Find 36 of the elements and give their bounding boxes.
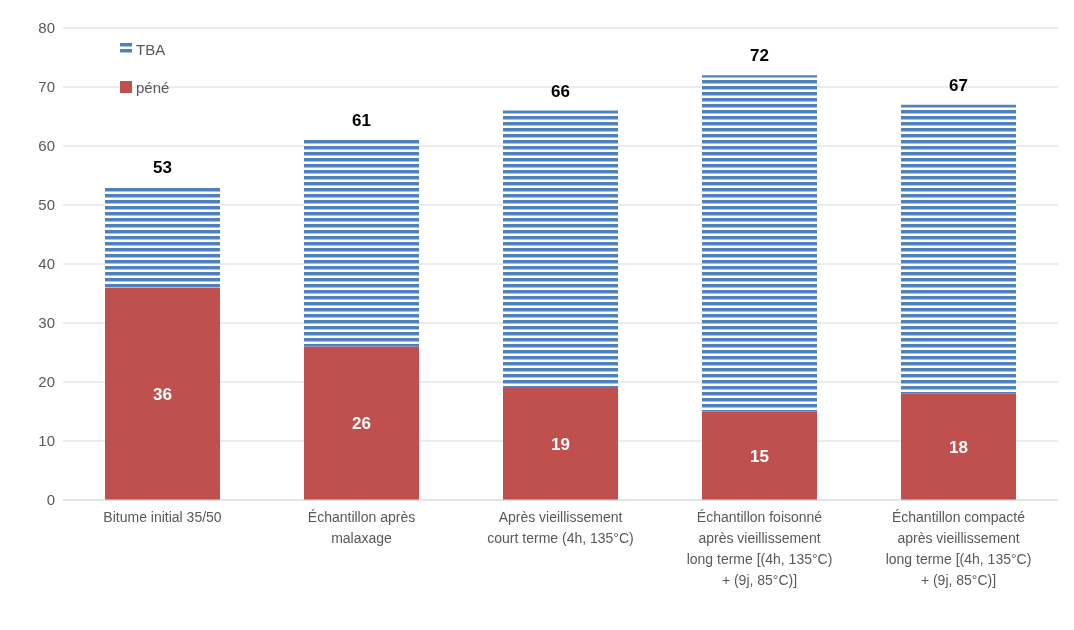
y-tick-label: 80	[38, 19, 55, 37]
y-tick-label: 70	[38, 78, 55, 96]
y-tick-label: 0	[46, 491, 55, 509]
y-tick-label: 40	[38, 255, 55, 273]
total-label: 53	[153, 158, 172, 178]
bar	[503, 387, 618, 500]
data-label: 18	[949, 437, 968, 457]
bar	[105, 187, 220, 288]
legend-label: TBA	[136, 40, 166, 58]
bar	[503, 110, 618, 388]
total-label: 72	[750, 46, 769, 66]
x-tick-label: Échantillon compacté après vieillissement long terme [(4h, 135°C) + (9j, 85°C)]	[885, 509, 1032, 588]
bar	[304, 140, 419, 347]
y-tick-label: 10	[38, 432, 55, 450]
x-tick-label: Bitume initial 35/50	[103, 509, 222, 525]
x-tick-label: Après vieillissement court terme (4h, 135°C)	[487, 509, 634, 546]
data-label: 26	[352, 414, 371, 434]
bar	[702, 411, 817, 500]
data-label: 19	[551, 434, 570, 454]
total-label: 67	[949, 75, 968, 95]
total-label: 61	[352, 111, 371, 131]
y-tick-label: 30	[38, 314, 55, 332]
legend-label: péné	[136, 78, 170, 96]
bar	[304, 346, 419, 500]
y-tick-label: 20	[38, 373, 55, 391]
y-tick-label: 50	[38, 196, 55, 214]
bar	[702, 75, 817, 412]
y-tick-label: 60	[38, 137, 55, 155]
x-tick-label: Échantillon après malaxage	[307, 509, 416, 546]
x-tick-label: Échantillon foisonné après vieillissement long terme [(4h, 135°C) + (9j, 85°C)]	[686, 509, 833, 588]
bar	[105, 287, 220, 500]
data-label: 36	[153, 384, 172, 404]
data-label: 15	[750, 446, 769, 466]
total-label: 66	[551, 81, 570, 101]
bar	[901, 104, 1016, 394]
bar	[901, 393, 1016, 500]
